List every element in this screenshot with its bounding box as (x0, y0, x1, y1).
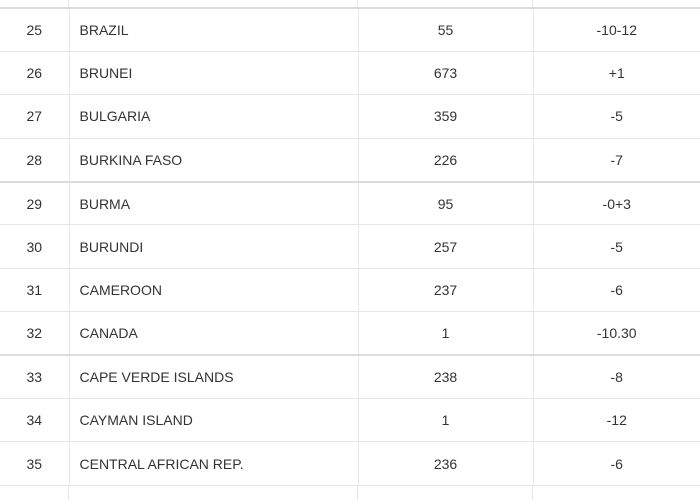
row-number: 32 (0, 311, 70, 356)
table-top-edge (0, 0, 700, 7)
time-difference: -8 (533, 354, 700, 400)
row-number: 25 (0, 6, 70, 52)
row-number: 33 (0, 354, 70, 400)
table-row: 30 BURUNDI 257 -5 (0, 224, 700, 269)
row-number: 29 (0, 180, 70, 226)
table-row: 28 BURKINA FASO 226 -7 (0, 138, 700, 183)
country-code-table: 25 BRAZIL 55 -10-12 26 BRUNEI 673 +1 27 … (0, 6, 700, 486)
row-number: 30 (0, 224, 70, 269)
dialing-code: 237 (358, 268, 534, 313)
country-name: BRAZIL (69, 6, 359, 52)
country-name: BURMA (69, 180, 359, 226)
table-row: 32 CANADA 1 -10.30 (0, 311, 700, 356)
table-row: 34 CAYMAN ISLAND 1 -12 (0, 398, 700, 443)
time-difference: -10.30 (533, 311, 700, 356)
table-next-row-edge (0, 486, 700, 500)
table-row: 29 BURMA 95 -0+3 (0, 180, 700, 226)
country-name: BURUNDI (69, 224, 359, 269)
table-row: 33 CAPE VERDE ISLANDS 238 -8 (0, 354, 700, 400)
time-difference: -7 (533, 138, 700, 183)
dialing-code: 95 (358, 180, 534, 226)
row-number: 27 (0, 94, 70, 139)
country-name: CAPE VERDE ISLANDS (69, 354, 359, 400)
dialing-code: 238 (358, 354, 534, 400)
row-number: 34 (0, 398, 70, 443)
time-difference: +1 (533, 51, 700, 96)
dialing-code: 236 (358, 441, 534, 486)
table-row: 26 BRUNEI 673 +1 (0, 51, 700, 96)
time-difference: -10-12 (533, 6, 700, 52)
time-difference: -5 (533, 94, 700, 139)
country-name: CAYMAN ISLAND (69, 398, 359, 443)
table-row: 35 CENTRAL AFRICAN REP. 236 -6 (0, 441, 700, 486)
dialing-code: 226 (358, 138, 534, 183)
country-name: BRUNEI (69, 51, 359, 96)
row-number: 28 (0, 138, 70, 183)
dialing-code: 359 (358, 94, 534, 139)
country-name: BURKINA FASO (69, 138, 359, 183)
row-number: 31 (0, 268, 70, 313)
country-name: CANADA (69, 311, 359, 356)
dialing-code: 673 (358, 51, 534, 96)
time-difference: -6 (533, 268, 700, 313)
country-name: BULGARIA (69, 94, 359, 139)
time-difference: -0+3 (533, 180, 700, 226)
table-row: 27 BULGARIA 359 -5 (0, 94, 700, 139)
country-name: CAMEROON (69, 268, 359, 313)
dialing-code: 257 (358, 224, 534, 269)
dialing-code: 1 (358, 398, 534, 443)
table-row: 25 BRAZIL 55 -10-12 (0, 6, 700, 52)
table-row: 31 CAMEROON 237 -6 (0, 268, 700, 313)
row-number: 35 (0, 441, 70, 486)
dialing-code: 55 (358, 6, 534, 52)
dialing-code: 1 (358, 311, 534, 356)
country-name: CENTRAL AFRICAN REP. (69, 441, 359, 486)
time-difference: -6 (533, 441, 700, 486)
row-number: 26 (0, 51, 70, 96)
time-difference: -5 (533, 224, 700, 269)
time-difference: -12 (533, 398, 700, 443)
